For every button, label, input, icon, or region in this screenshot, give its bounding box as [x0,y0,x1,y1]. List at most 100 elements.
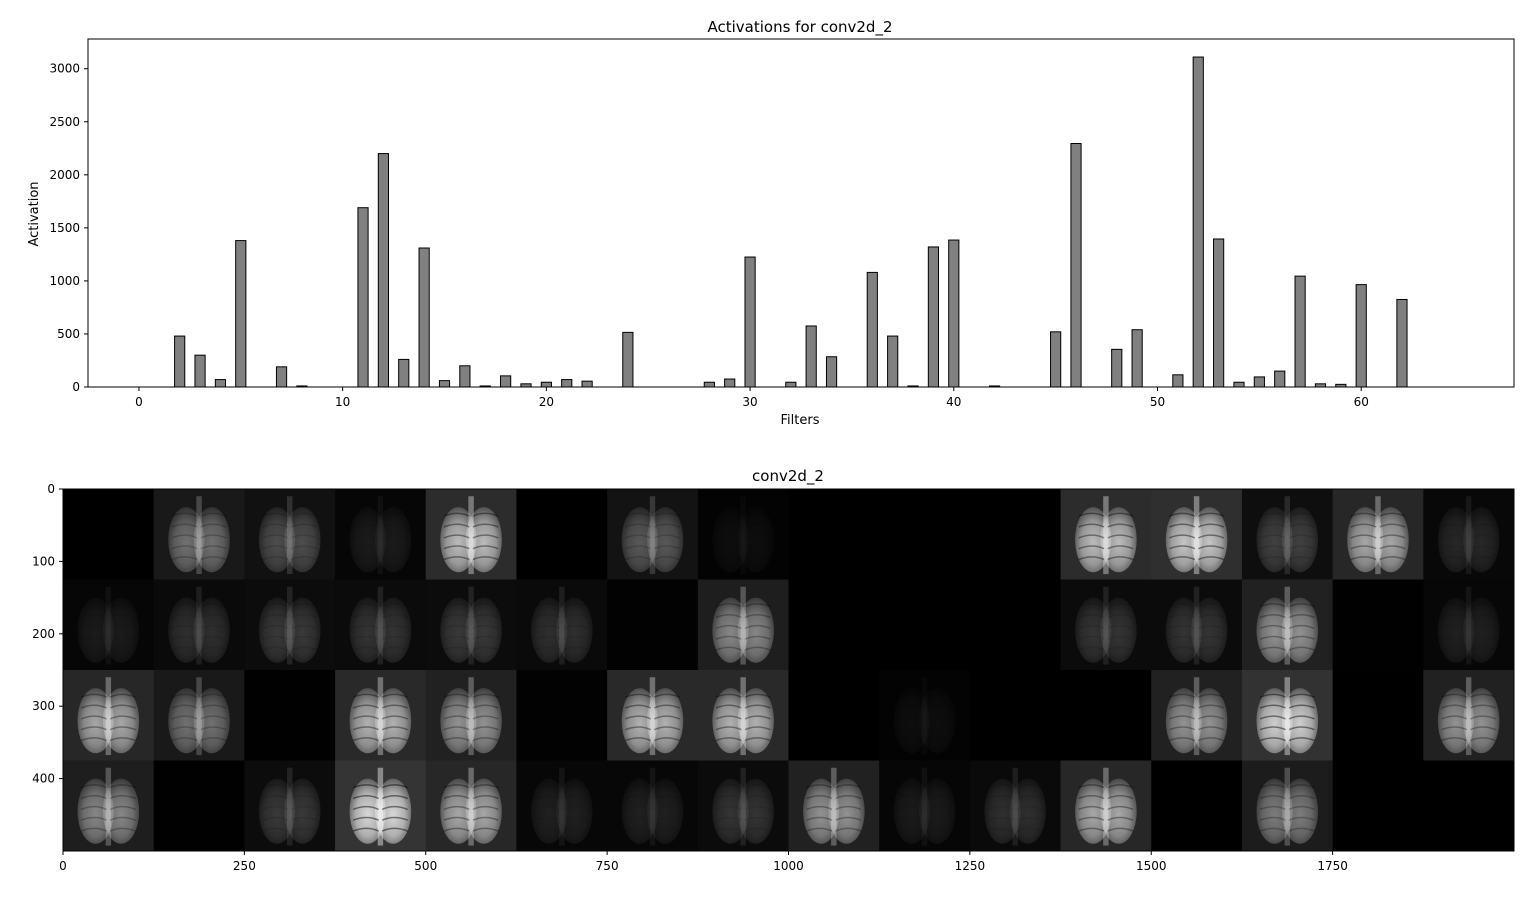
feature-map-tile [1241,670,1334,761]
bar-x-axis-label: Filters [781,413,820,428]
feature-map-tile [1241,760,1334,852]
map-x-tick-label: 1750 [1317,859,1348,873]
feature-map-tile [969,579,1062,671]
bar-filter-15 [438,380,451,388]
bar-y-tick-label: 1000 [49,274,80,288]
feature-map-tile [244,579,336,671]
bar-filter-28 [703,381,715,388]
feature-map-tile [697,670,789,761]
bar-x-tick-label: 30 [742,395,757,409]
bar-y-axis-label: Activation [27,181,42,246]
bar-y-tick-label: 0 [72,380,80,394]
bar-filter-21 [561,379,573,388]
map-y-tick-label: 200 [32,627,55,641]
feature-map-tile [516,579,608,671]
map-x-tick-label: 750 [596,859,619,873]
feature-map-tile [153,760,245,852]
feature-map-tile [969,760,1062,852]
bar-y-ticks: 0 500 1000 1500 2000 2500 3000 [49,62,88,394]
bar-filter-53 [1213,238,1225,388]
bar-filter-24 [622,331,634,388]
feature-map-tile [879,670,971,761]
bar-y-tick-label: 2000 [49,168,80,182]
feature-map-tile [1423,489,1515,580]
feature-map-tile [335,670,427,761]
feature-map-tile [607,489,699,580]
map-x-tick-label: 1500 [1136,859,1167,873]
feature-map-tile [153,489,245,580]
bar-filter-55 [1253,376,1265,388]
bar-filter-16 [459,365,471,388]
feature-map-tile [153,670,245,761]
bar-filter-40 [948,239,960,388]
bar-x-ticks: 0 10 20 30 40 50 60 [135,387,1369,409]
feature-map-tile [879,579,971,671]
bar-filter-45 [1050,331,1062,388]
bar-x-tick-label: 60 [1354,395,1369,409]
feature-map-tile [969,489,1062,580]
bar-filter-4 [214,379,227,388]
feature-map-tile [1060,579,1152,671]
bar-filter-37 [887,335,899,388]
bar-filter-13 [398,358,410,388]
feature-map-tile [1241,489,1334,580]
bar-y-tick-label: 2500 [49,115,80,129]
feature-map-tile [1423,579,1515,671]
map-x-tick-label: 1250 [955,859,986,873]
bar-filter-49 [1131,329,1143,388]
map-y-tick-label: 400 [32,772,55,786]
bar-chart-title: Activations for conv2d_2 [708,18,893,37]
feature-map-title: conv2d_2 [752,467,824,486]
bar-filter-2 [174,335,186,388]
feature-map-y-ticks: 0 100 200 300 400 [32,482,63,786]
feature-map-tile [969,670,1062,761]
bar-filter-7 [275,366,288,388]
bar-filter-57 [1294,275,1306,388]
bar-x-tick-label: 40 [946,395,961,409]
feature-map-tile [879,489,971,580]
feature-map-tile [607,670,699,761]
bar-filter-29 [724,378,736,388]
bar-filter-62 [1396,298,1408,388]
bar-filter-32 [785,381,797,388]
feature-map-tile [63,579,155,671]
feature-map-tile [63,760,155,852]
bar-filter-52 [1192,56,1204,388]
feature-map-tile [335,760,427,852]
bar-y-tick-label: 3000 [49,62,80,76]
bar-filter-30 [744,256,756,388]
bar-filter-48 [1111,348,1123,388]
feature-map-tile [1332,760,1424,852]
feature-map-tile [607,760,699,852]
map-y-tick-label: 300 [32,699,55,713]
feature-map-tile [1423,760,1515,852]
feature-map-tile [697,760,789,852]
feature-map-tile [425,489,517,580]
feature-map-tiles [63,489,1515,852]
feature-map-tile [788,579,880,671]
feature-map-tile [425,760,517,852]
feature-map-tile [1332,579,1424,671]
feature-map-tile [697,579,789,671]
feature-map-tile [1151,489,1243,580]
feature-map-tile [788,670,880,761]
feature-map-image: conv2d_2 0 250 500 750 1000 1250 1500 1750 0 100… [32,467,1515,873]
feature-map-tile [425,670,517,761]
feature-map-tile [516,489,608,580]
bar-x-tick-label: 10 [335,395,350,409]
feature-map-tile [244,760,336,852]
map-x-tick-label: 1000 [773,859,804,873]
map-y-tick-label: 0 [47,482,55,496]
bar-filter-54 [1233,381,1245,388]
feature-map-tile [1151,670,1243,761]
bar-filter-18 [500,375,512,388]
feature-map-tile [335,489,427,580]
bar-filter-46 [1070,143,1082,388]
bar-filter-36 [866,271,878,388]
feature-map-tile [1332,489,1424,580]
bar-filter-3 [194,354,206,388]
feature-map-tile [244,670,336,761]
bar-filter-60 [1355,284,1367,388]
feature-map-tile [1060,760,1152,852]
